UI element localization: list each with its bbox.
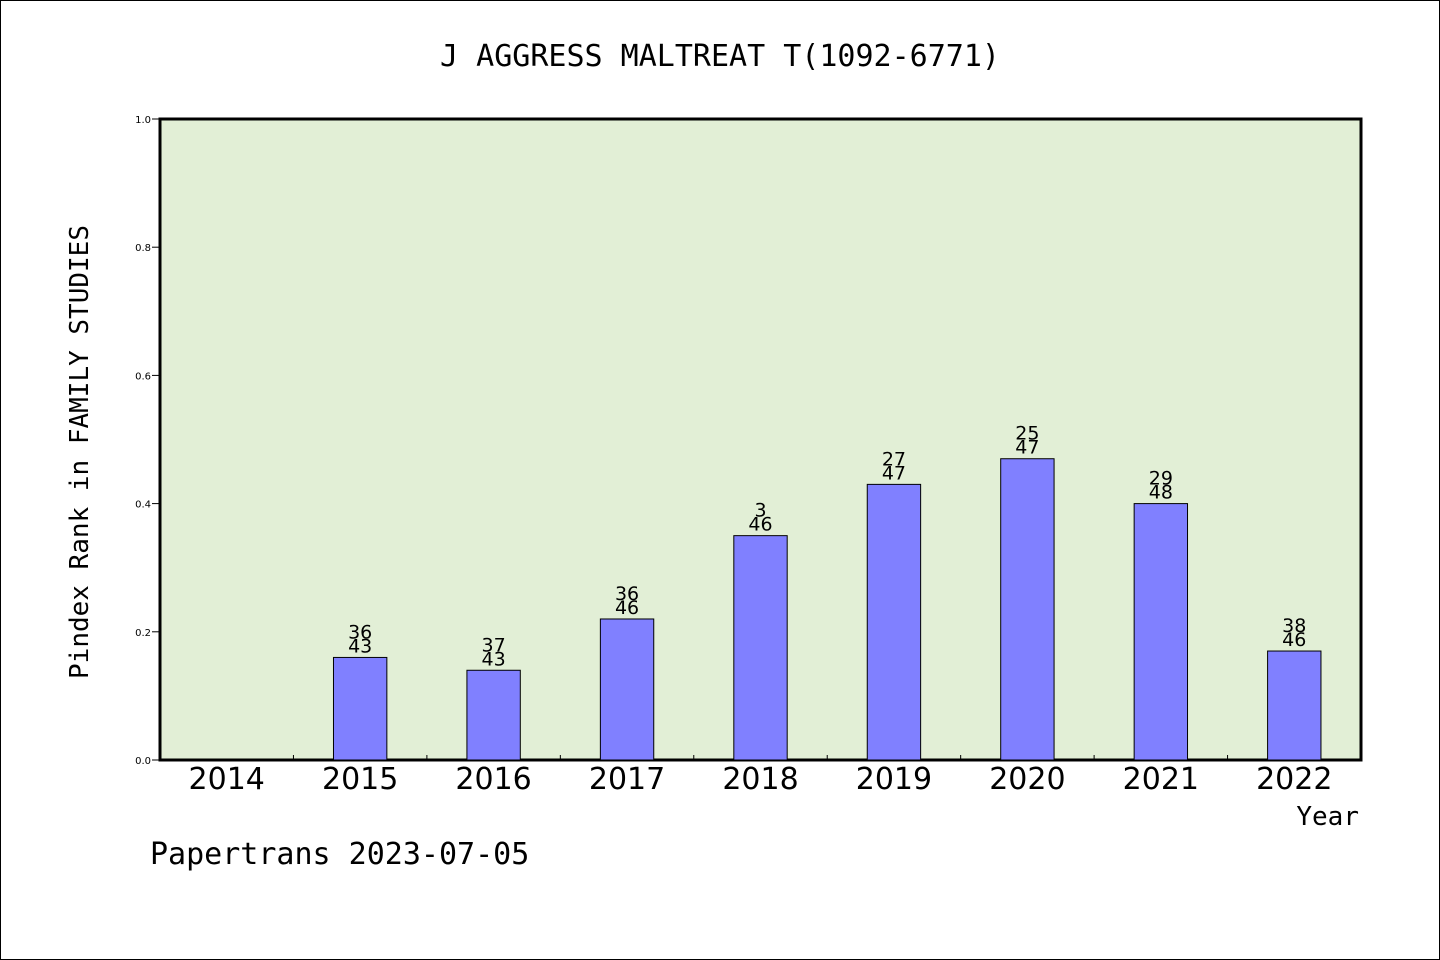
x-tick-label: 2022 [1256,762,1332,797]
x-axis-label: Year [1296,802,1359,832]
bar-label-total: 43 [348,635,372,657]
bar-label-total: 46 [1282,629,1306,651]
x-tick-label: 2019 [856,762,932,797]
y-axis-label: Pindex Rank in FAMILY STUDIES [65,225,95,679]
y-tick-label: 0.0 [135,756,151,767]
x-tick-label: 2018 [722,762,798,797]
bar-label-total: 48 [1149,482,1173,504]
bar-label-rank: 25 [1015,423,1039,445]
bars [332,458,1322,761]
bar-2021 [1133,503,1189,761]
x-tick-label: 2015 [322,762,398,797]
bar-label-rank: 37 [482,634,506,656]
bar-label-rank: 29 [1149,468,1173,490]
bar-label-total: 46 [615,597,639,619]
footer-credit: Papertrans 2023-07-05 [150,837,529,872]
bar-label-total: 47 [882,462,906,484]
y-tick-label: 0.8 [135,243,151,254]
bar-label-total: 47 [1015,437,1039,459]
bar-label-rank: 36 [615,583,639,605]
bar-2015 [332,656,388,761]
bar-2017 [599,618,655,761]
x-tick-label: 2016 [455,762,531,797]
x-tick-label: 2017 [589,762,665,797]
bar-label-rank: 27 [882,448,906,470]
x-tick-label: 2020 [989,762,1065,797]
bar-2019 [866,483,922,761]
bar-label-rank: 38 [1282,615,1306,637]
y-tick-label: 0.6 [135,371,151,382]
bar-label-rank: 3 [754,500,766,522]
bar-label-total: 46 [748,514,772,536]
y-tick-label: 0.4 [135,500,151,511]
chart-title: J AGGRESS MALTREAT T(1092-6771) [440,39,1000,74]
y-tick-label: 1.0 [135,115,151,126]
bar-label-total: 43 [482,648,506,670]
x-tick-label: 2021 [1123,762,1199,797]
axis-ticks: 0.0 0.2 0.4 0.6 0.8 1.0 2014 2015 2016 2017 2018 20… [135,115,1332,797]
y-tick-label: 0.2 [135,628,151,639]
bar-2020 [1000,458,1055,761]
x-tick-label: 2014 [189,762,265,797]
bar-2022 [1267,650,1322,761]
bar-label-rank: 36 [348,621,372,643]
bar-2016 [466,669,521,761]
bar-2018 [733,535,788,761]
